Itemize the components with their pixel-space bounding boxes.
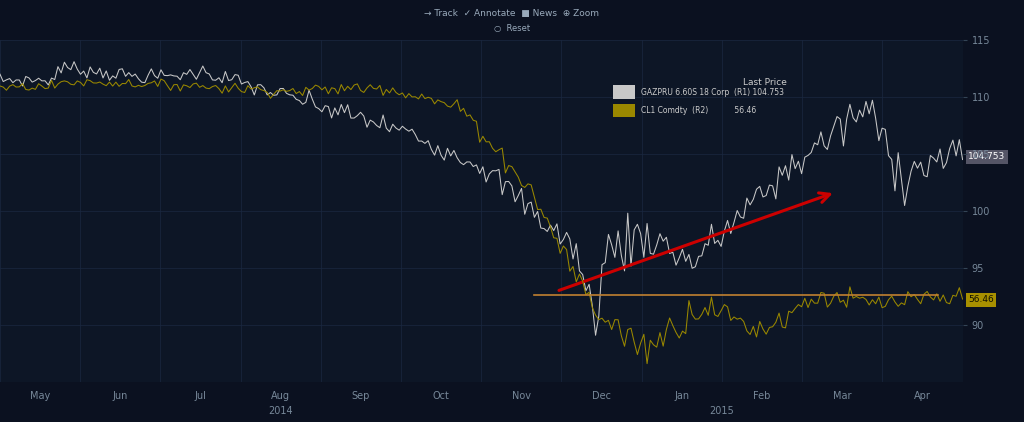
Text: May: May (30, 391, 50, 401)
Bar (612, 104, 635, 117)
Text: ○  Reset: ○ Reset (494, 24, 530, 33)
Text: CL1 Comdty  (R2)           56.46: CL1 Comdty (R2) 56.46 (641, 106, 757, 115)
Text: Sep: Sep (352, 391, 370, 401)
Text: Feb: Feb (754, 391, 771, 401)
Text: Dec: Dec (592, 391, 611, 401)
Bar (612, 85, 635, 99)
Text: → Track  ✓ Annotate  ■ News  ⊕ Zoom: → Track ✓ Annotate ■ News ⊕ Zoom (425, 8, 599, 18)
Text: Mar: Mar (833, 391, 852, 401)
Text: Jun: Jun (113, 391, 128, 401)
Text: Jan: Jan (674, 391, 689, 401)
Text: 2015: 2015 (710, 406, 734, 417)
Text: 104.753: 104.753 (968, 152, 1006, 161)
Text: Apr: Apr (914, 391, 931, 401)
Text: 56.46: 56.46 (968, 295, 994, 304)
Text: Last Price: Last Price (743, 78, 787, 87)
Text: 2014: 2014 (268, 406, 293, 417)
Text: Aug: Aug (271, 391, 290, 401)
Text: GAZPRU 6.60S 18 Corp  (R1) 104.753: GAZPRU 6.60S 18 Corp (R1) 104.753 (641, 87, 784, 97)
Text: Jul: Jul (195, 391, 207, 401)
Text: Oct: Oct (433, 391, 450, 401)
Text: Nov: Nov (512, 391, 530, 401)
